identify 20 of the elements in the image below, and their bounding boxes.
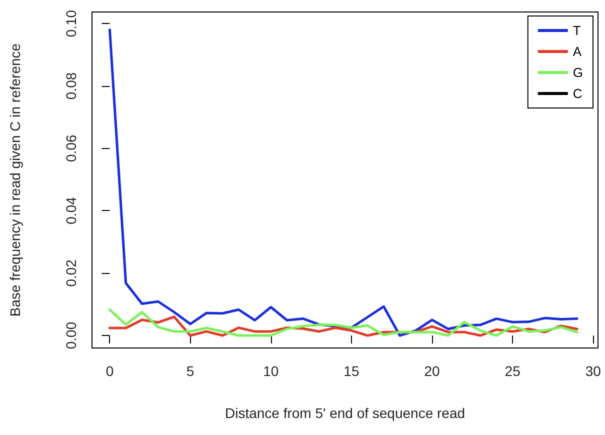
y-tick-label: 0.08	[63, 72, 79, 100]
x-tick-label: 5	[186, 363, 194, 379]
legend-label: A	[572, 44, 582, 59]
x-tick-label: 25	[504, 363, 521, 379]
y-tick-label: 0.02	[63, 259, 79, 287]
y-tick-label: 0.00	[63, 322, 79, 350]
line-series	[108, 308, 578, 337]
x-tick-label: 0	[106, 363, 114, 379]
legend-label: T	[572, 23, 581, 38]
x-tick-label: 20	[424, 363, 440, 379]
y-tick-label: 0.10	[63, 10, 79, 38]
y-tick-label: 0.06	[63, 134, 79, 162]
x-tick-label: 10	[263, 363, 279, 379]
y-axis-title: Base frequency in read given C in reference	[7, 43, 23, 317]
legend-label: C	[572, 86, 582, 101]
x-tick-label: 30	[585, 363, 602, 379]
x-axis-title: Distance from 5' end of sequence read	[224, 405, 466, 421]
legend-label: G	[572, 65, 584, 80]
x-tick-label: 15	[344, 363, 360, 379]
y-tick-label: 0.04	[63, 196, 79, 224]
